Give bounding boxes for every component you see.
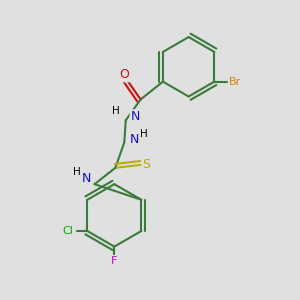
- Text: S: S: [142, 158, 151, 171]
- Text: N: N: [130, 110, 140, 123]
- Text: Br: Br: [229, 76, 241, 87]
- Text: N: N: [82, 172, 91, 185]
- Text: N: N: [129, 133, 139, 146]
- Text: F: F: [111, 256, 118, 266]
- Text: H: H: [74, 167, 81, 177]
- Text: Cl: Cl: [62, 226, 74, 236]
- Text: H: H: [112, 106, 120, 116]
- Text: H: H: [140, 129, 148, 139]
- Text: O: O: [119, 68, 129, 81]
